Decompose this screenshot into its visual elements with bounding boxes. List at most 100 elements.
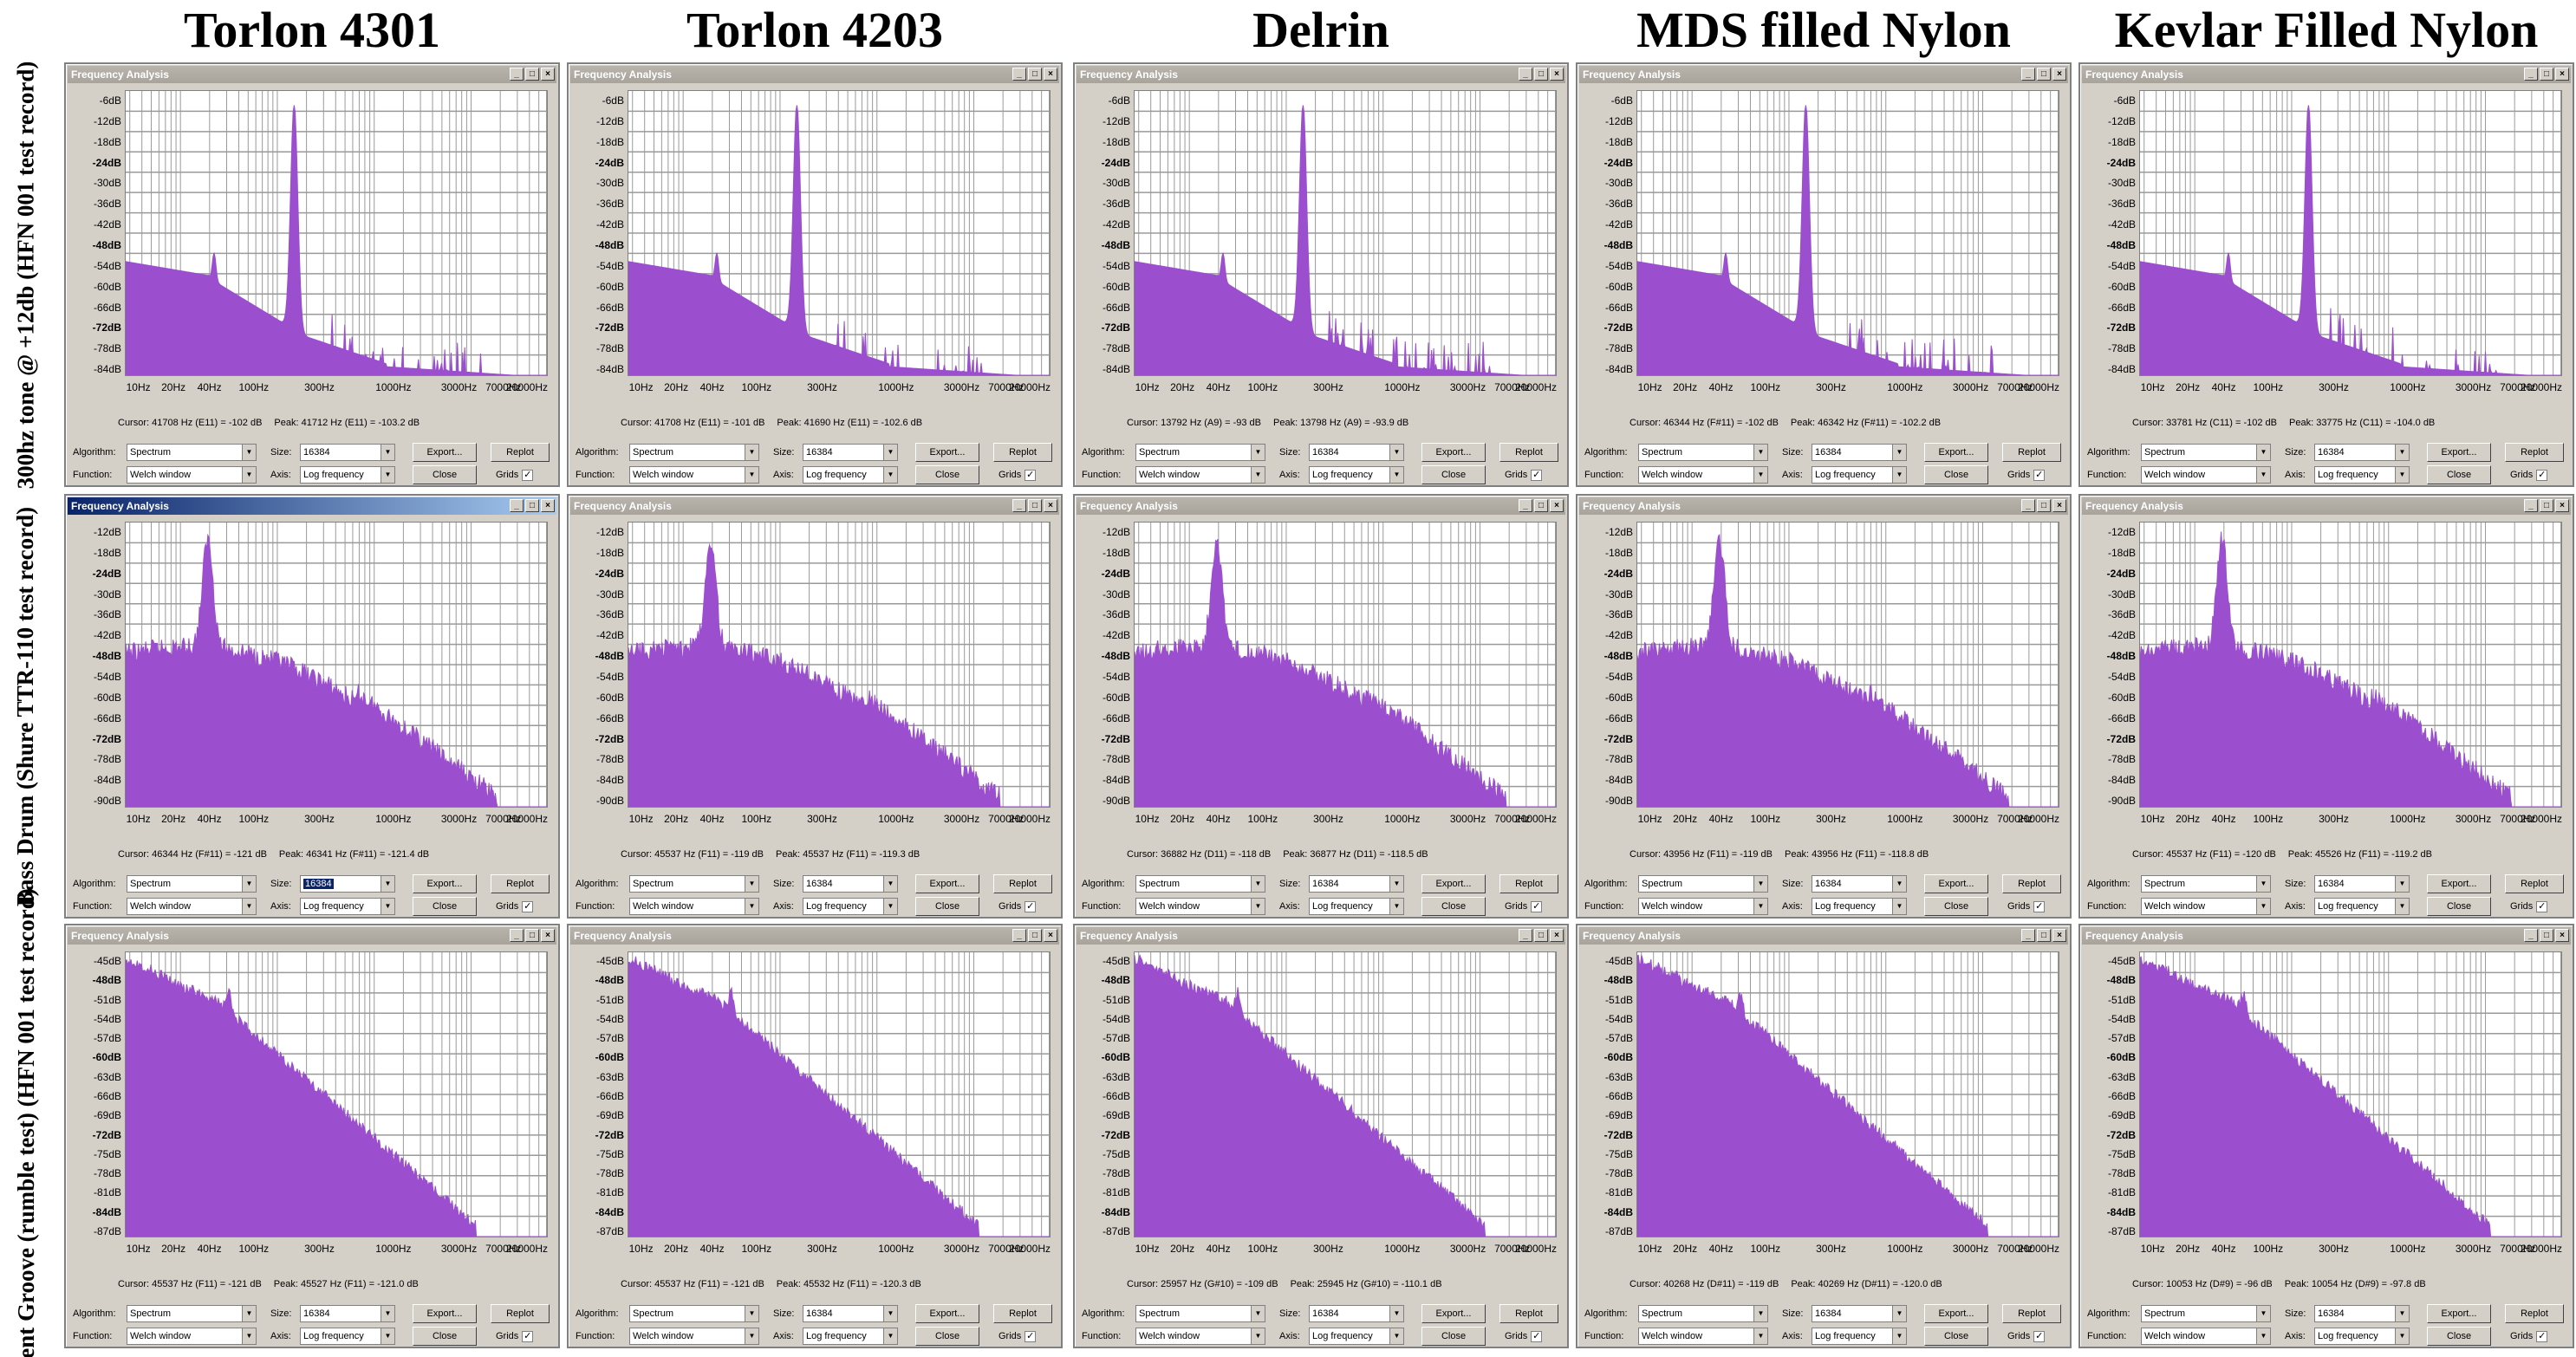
grids-checkbox[interactable]: ✓	[1025, 469, 1037, 481]
minimize-icon[interactable]: _	[2524, 68, 2538, 81]
spectrum-plot[interactable]	[628, 951, 1051, 1237]
minimize-icon[interactable]: _	[1012, 929, 1026, 942]
close-icon[interactable]: ×	[2555, 499, 2569, 512]
function-select[interactable]: Welch window ▼	[1135, 898, 1265, 915]
close-icon[interactable]: ×	[541, 499, 555, 512]
grids-checkbox[interactable]: ✓	[1025, 900, 1037, 912]
chevron-down-icon[interactable]: ▼	[1892, 899, 1906, 914]
chevron-down-icon[interactable]: ▼	[1251, 1306, 1265, 1321]
chevron-down-icon[interactable]: ▼	[242, 1328, 256, 1344]
chevron-down-icon[interactable]: ▼	[2395, 445, 2409, 460]
axis-select[interactable]: Log frequency ▼	[1812, 898, 1907, 915]
chevron-down-icon[interactable]: ▼	[1753, 445, 1767, 460]
chevron-down-icon[interactable]: ▼	[1892, 445, 1906, 460]
size-select[interactable]: 16384 ▼	[1812, 444, 1907, 461]
algorithm-select[interactable]: Spectrum ▼	[629, 1305, 759, 1322]
export-button[interactable]: Export...	[1421, 1304, 1486, 1323]
maximize-icon[interactable]: □	[2540, 929, 2553, 942]
chevron-down-icon[interactable]: ▼	[745, 899, 758, 914]
chevron-down-icon[interactable]: ▼	[242, 876, 256, 892]
minimize-icon[interactable]: _	[2524, 499, 2538, 512]
axis-select[interactable]: Log frequency ▼	[2314, 898, 2410, 915]
chevron-down-icon[interactable]: ▼	[745, 445, 758, 460]
grids-checkbox[interactable]: ✓	[2536, 900, 2548, 912]
replot-button[interactable]: Replot	[993, 1304, 1052, 1323]
close-button[interactable]: Close	[2427, 1327, 2491, 1346]
maximize-icon[interactable]: □	[525, 499, 539, 512]
size-select[interactable]: 16384 ▼	[2314, 875, 2410, 893]
algorithm-select[interactable]: Spectrum ▼	[629, 875, 759, 893]
grids-checkbox[interactable]: ✓	[522, 469, 534, 481]
chevron-down-icon[interactable]: ▼	[381, 467, 394, 483]
replot-button[interactable]: Replot	[491, 443, 550, 462]
algorithm-select[interactable]: Spectrum ▼	[127, 444, 257, 461]
axis-select[interactable]: Log frequency ▼	[1309, 898, 1404, 915]
close-button[interactable]: Close	[413, 897, 477, 916]
algorithm-select[interactable]: Spectrum ▼	[127, 1305, 257, 1322]
chevron-down-icon[interactable]: ▼	[883, 899, 897, 914]
maximize-icon[interactable]: □	[1028, 929, 1042, 942]
maximize-icon[interactable]: □	[1534, 68, 1548, 81]
export-button[interactable]: Export...	[1924, 443, 1988, 462]
close-button[interactable]: Close	[1421, 1327, 1486, 1346]
grids-checkbox[interactable]: ✓	[1531, 1330, 1543, 1342]
chevron-down-icon[interactable]: ▼	[1389, 899, 1403, 914]
close-icon[interactable]: ×	[1550, 929, 1564, 942]
window-titlebar[interactable]: Frequency Analysis _ □ ×	[2082, 927, 2571, 945]
chevron-down-icon[interactable]: ▼	[1753, 899, 1767, 914]
window-titlebar[interactable]: Frequency Analysis _ □ ×	[1579, 66, 2068, 83]
chevron-down-icon[interactable]: ▼	[745, 1306, 758, 1321]
function-select[interactable]: Welch window ▼	[127, 1328, 257, 1345]
grids-toggle[interactable]: Grids ✓	[999, 1328, 1037, 1345]
grids-toggle[interactable]: Grids ✓	[2510, 466, 2548, 484]
grids-toggle[interactable]: Grids ✓	[1505, 1328, 1543, 1345]
export-button[interactable]: Export...	[413, 1304, 477, 1323]
maximize-icon[interactable]: □	[1028, 499, 1042, 512]
maximize-icon[interactable]: □	[2037, 68, 2051, 81]
chevron-down-icon[interactable]: ▼	[883, 445, 897, 460]
size-select[interactable]: 16384 ▼	[1812, 875, 1907, 893]
spectrum-plot[interactable]	[125, 522, 548, 808]
grids-toggle[interactable]: Grids ✓	[496, 898, 534, 915]
algorithm-select[interactable]: Spectrum ▼	[1638, 444, 1768, 461]
chevron-down-icon[interactable]: ▼	[2256, 445, 2270, 460]
replot-button[interactable]: Replot	[2002, 443, 2061, 462]
grids-toggle[interactable]: Grids ✓	[496, 1328, 534, 1345]
grids-toggle[interactable]: Grids ✓	[2007, 1328, 2046, 1345]
minimize-icon[interactable]: _	[510, 499, 524, 512]
algorithm-select[interactable]: Spectrum ▼	[2141, 444, 2271, 461]
replot-button[interactable]: Replot	[2002, 1304, 2061, 1323]
chevron-down-icon[interactable]: ▼	[1389, 1328, 1403, 1344]
chevron-down-icon[interactable]: ▼	[1892, 467, 1906, 483]
close-icon[interactable]: ×	[2052, 499, 2066, 512]
spectrum-plot[interactable]	[2139, 522, 2562, 808]
chevron-down-icon[interactable]: ▼	[1753, 467, 1767, 483]
close-icon[interactable]: ×	[2052, 68, 2066, 81]
size-select[interactable]: 16384 ▼	[1309, 444, 1404, 461]
chevron-down-icon[interactable]: ▼	[381, 899, 394, 914]
spectrum-plot[interactable]	[628, 522, 1051, 808]
function-select[interactable]: Welch window ▼	[1638, 466, 1768, 484]
algorithm-select[interactable]: Spectrum ▼	[1135, 444, 1265, 461]
close-button[interactable]: Close	[2427, 465, 2491, 484]
replot-button[interactable]: Replot	[491, 874, 550, 893]
close-button[interactable]: Close	[915, 1327, 979, 1346]
grids-checkbox[interactable]: ✓	[2033, 469, 2046, 481]
close-icon[interactable]: ×	[2555, 68, 2569, 81]
window-titlebar[interactable]: Frequency Analysis _ □ ×	[570, 66, 1059, 83]
algorithm-select[interactable]: Spectrum ▼	[2141, 875, 2271, 893]
chevron-down-icon[interactable]: ▼	[883, 1328, 897, 1344]
replot-button[interactable]: Replot	[2002, 874, 2061, 893]
chevron-down-icon[interactable]: ▼	[745, 876, 758, 892]
close-icon[interactable]: ×	[2555, 929, 2569, 942]
export-button[interactable]: Export...	[1421, 874, 1486, 893]
minimize-icon[interactable]: _	[2524, 929, 2538, 942]
grids-toggle[interactable]: Grids ✓	[999, 898, 1037, 915]
minimize-icon[interactable]: _	[510, 68, 524, 81]
chevron-down-icon[interactable]: ▼	[1251, 1328, 1265, 1344]
close-icon[interactable]: ×	[2052, 929, 2066, 942]
export-button[interactable]: Export...	[2427, 443, 2491, 462]
grids-toggle[interactable]: Grids ✓	[2510, 1328, 2548, 1345]
window-titlebar[interactable]: Frequency Analysis _ □ ×	[570, 927, 1059, 945]
minimize-icon[interactable]: _	[1012, 68, 1026, 81]
